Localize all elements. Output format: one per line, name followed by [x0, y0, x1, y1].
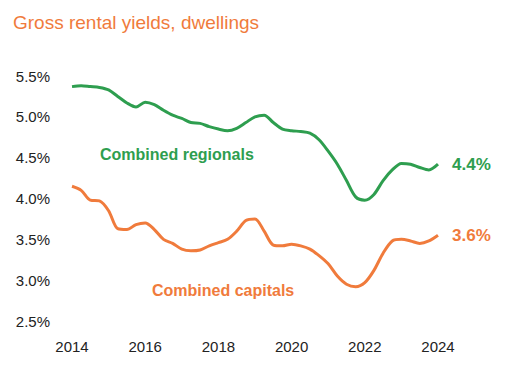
svg-text:2014: 2014	[55, 338, 88, 355]
svg-text:2018: 2018	[202, 338, 235, 355]
svg-text:2.5%: 2.5%	[16, 313, 50, 330]
svg-text:2024: 2024	[421, 338, 454, 355]
svg-text:5.0%: 5.0%	[16, 108, 50, 125]
svg-text:3.0%: 3.0%	[16, 272, 50, 289]
svg-text:Combined capitals: Combined capitals	[152, 282, 294, 299]
svg-text:4.4%: 4.4%	[452, 155, 491, 174]
svg-text:2022: 2022	[348, 338, 381, 355]
svg-text:2020: 2020	[275, 338, 308, 355]
svg-text:2016: 2016	[129, 338, 162, 355]
svg-text:4.5%: 4.5%	[16, 149, 50, 166]
svg-text:3.6%: 3.6%	[452, 226, 491, 245]
svg-text:Combined regionals: Combined regionals	[100, 146, 254, 163]
svg-text:3.5%: 3.5%	[16, 231, 50, 248]
svg-text:4.0%: 4.0%	[16, 190, 50, 207]
svg-text:5.5%: 5.5%	[16, 68, 50, 85]
svg-text:Gross rental yields, dwellings: Gross rental yields, dwellings	[13, 12, 259, 33]
